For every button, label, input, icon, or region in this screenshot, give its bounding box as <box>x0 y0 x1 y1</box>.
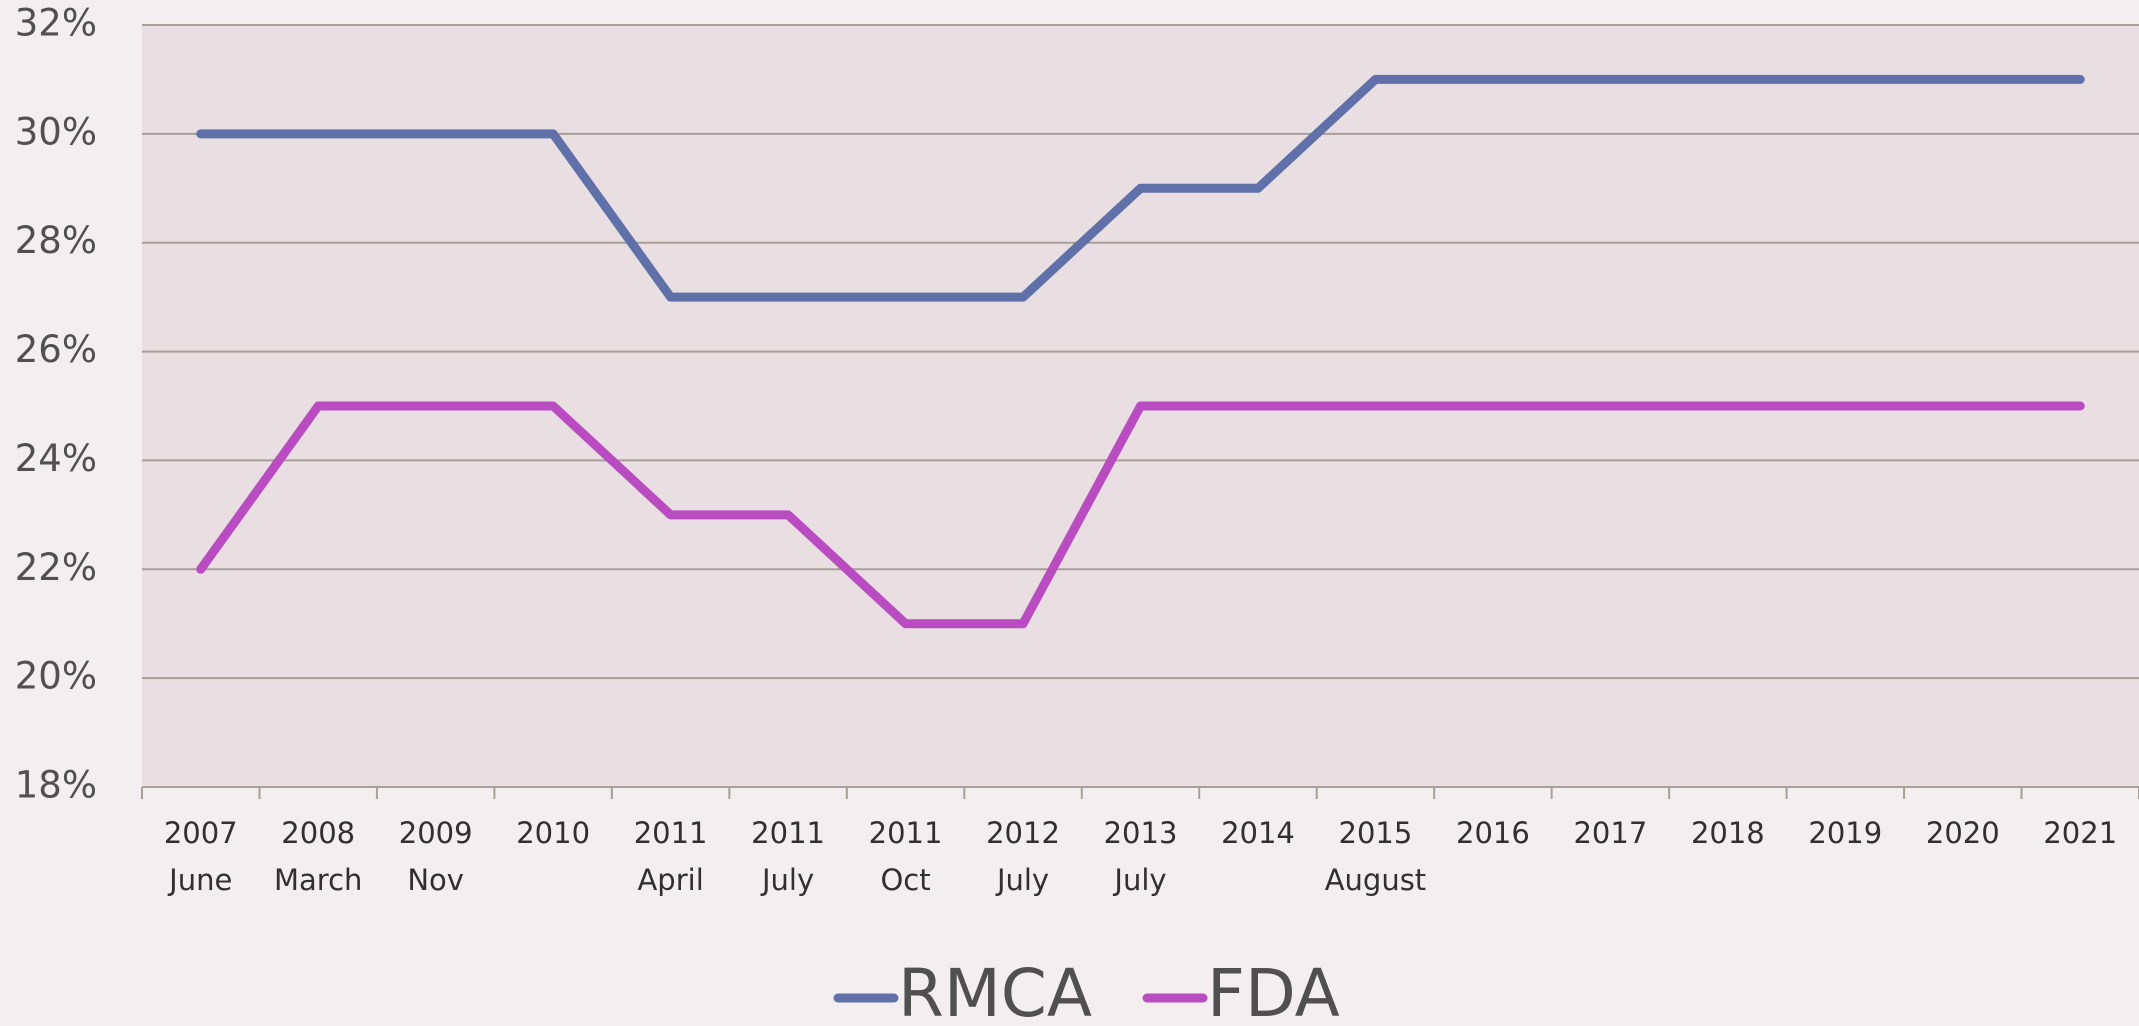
x-tick-label: Nov <box>407 863 464 897</box>
x-tick-label: July <box>1112 863 1166 897</box>
x-tick-label: 2012 <box>986 816 1060 850</box>
x-tick-label: 2011 <box>634 816 708 850</box>
x-tick-label: 2011 <box>869 816 943 850</box>
y-tick-label: 26% <box>15 328 97 371</box>
x-tick-label: 2013 <box>1104 816 1178 850</box>
x-tick-label: 2014 <box>1221 816 1295 850</box>
x-tick-label: August <box>1325 863 1427 897</box>
y-tick-label: 32% <box>15 2 97 45</box>
legend-label: RMCA <box>898 955 1092 1026</box>
x-tick-label: 2016 <box>1456 816 1530 850</box>
x-tick-label: 2021 <box>2043 816 2117 850</box>
y-tick-label: 30% <box>15 110 97 153</box>
y-tick-label: 22% <box>15 546 97 589</box>
y-tick-label: 28% <box>15 219 97 262</box>
x-tick-label: July <box>995 863 1049 897</box>
y-tick-label: 20% <box>15 655 97 698</box>
x-tick-label: 2010 <box>516 816 590 850</box>
x-tick-label: 2018 <box>1691 816 1765 850</box>
x-tick-label: Oct <box>880 863 930 897</box>
x-tick-label: 2008 <box>281 816 355 850</box>
x-tick-label: 2007 <box>164 816 238 850</box>
x-tick-label: July <box>760 863 814 897</box>
series-line <box>196 401 2085 629</box>
x-tick-label: 2017 <box>1573 816 1647 850</box>
x-tick-label: April <box>637 863 703 897</box>
x-tick-label: 2011 <box>751 816 825 850</box>
y-tick-label: 18% <box>15 764 97 807</box>
legend-label: FDA <box>1207 955 1340 1026</box>
x-tick-label: 2020 <box>1926 816 2000 850</box>
x-tick-label: 2019 <box>1808 816 1882 850</box>
y-tick-label: 24% <box>15 437 97 480</box>
series-line <box>196 74 2085 302</box>
x-tick-label: 2009 <box>399 816 473 850</box>
x-tick-label: 2015 <box>1339 816 1413 850</box>
x-tick-label: June <box>167 863 232 897</box>
x-tick-label: March <box>274 863 362 897</box>
